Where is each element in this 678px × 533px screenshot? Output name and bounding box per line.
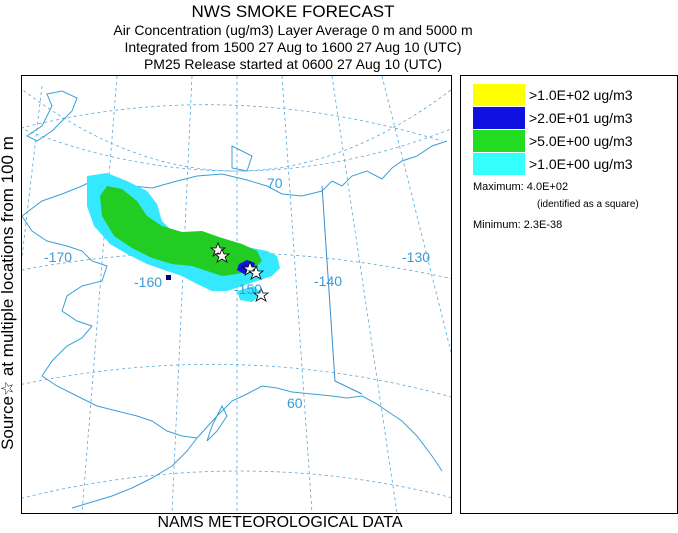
legend-entry: >1.0E+00 ug/m3 [473, 153, 633, 175]
border-line [321, 185, 363, 395]
lat-line-75 [22, 88, 451, 172]
legend-entry: >1.0E+02 ug/m3 [473, 84, 633, 106]
coast-western [22, 215, 108, 377]
lon-line-130 [331, 76, 398, 513]
coast-kodiak [206, 404, 228, 442]
legend-swatch [473, 130, 525, 152]
coast-arctic [22, 173, 333, 217]
forecast-subtitle-release: PM25 Release started at 0600 27 Aug 10 (… [143, 56, 443, 72]
lon-line-180 [22, 85, 43, 261]
coast-bristol [41, 375, 198, 439]
legend-entry: >2.0E+01 ug/m3 [473, 107, 633, 129]
coastline [22, 90, 448, 509]
lat-line-80 [22, 128, 451, 172]
map-canvas: -170 -160 -150 -140 -130 70 60 [22, 76, 451, 513]
map-panel: -170 -160 -150 -140 -130 70 60 [21, 75, 452, 514]
coordinate-labels: -170 -160 -150 -140 -130 70 60 [44, 175, 430, 411]
forecast-subtitle-integration: Integrated from 1500 27 Aug to 1600 27 A… [124, 39, 462, 55]
lon-line-120 [381, 76, 451, 354]
coast-island [231, 145, 253, 172]
coast-wrangel [26, 90, 78, 142]
legend-swatch [473, 153, 525, 175]
lon-line-140 [281, 76, 313, 513]
max-concentration-square [166, 275, 171, 280]
source-markers [209, 241, 270, 302]
legend-label: >1.0E+02 ug/m3 [529, 87, 633, 103]
lat-line-60 [22, 363, 451, 398]
coast-peninsula [71, 437, 198, 509]
legend-swatch [473, 107, 525, 129]
legend-label: >5.0E+00 ug/m3 [529, 133, 633, 149]
lon-label-140: -140 [314, 273, 342, 289]
lon-label-160: -160 [134, 274, 162, 290]
lon-line-170 [81, 76, 118, 513]
source-star-icon [252, 286, 270, 302]
lon-line-160 [171, 76, 193, 513]
lon-label-150: -150 [234, 281, 262, 297]
legend-label: >2.0E+01 ug/m3 [529, 110, 633, 126]
source-location-label: Source☆ at multiple locations from 100 m [0, 136, 17, 450]
meteorological-data-label: NAMS METEOROLOGICAL DATA [157, 514, 403, 531]
legend-panel: >1.0E+02 ug/m3 >2.0E+01 ug/m3 >5.0E+00 u… [460, 75, 678, 514]
plume-level-2 [100, 186, 262, 276]
lon-label-170: -170 [44, 249, 72, 265]
lat-label-70: 70 [267, 175, 283, 191]
lat-line-70 [22, 104, 443, 142]
lat-line-55 [22, 470, 451, 499]
coast-beaufort [331, 140, 448, 187]
source-star-icon [247, 264, 265, 280]
legend-entry: >5.0E+00 ug/m3 [473, 130, 633, 152]
forecast-subtitle-concentration: Air Concentration (ug/m3) Layer Average … [113, 22, 473, 38]
minimum-value: Minimum: 2.3E-38 [473, 219, 563, 231]
forecast-title: NWS SMOKE FORECAST [191, 2, 395, 21]
legend-swatch [473, 84, 525, 106]
lat-label-60: 60 [287, 395, 303, 411]
plume-level-1-south [237, 286, 262, 302]
coast-gulf [196, 385, 443, 472]
legend-label: >1.0E+00 ug/m3 [529, 156, 633, 172]
lon-label-130: -130 [402, 249, 430, 265]
maximum-value: Maximum: 4.0E+02 [473, 181, 569, 193]
source-star-icon [213, 247, 231, 263]
maximum-note: (identified as a square) [537, 199, 639, 210]
